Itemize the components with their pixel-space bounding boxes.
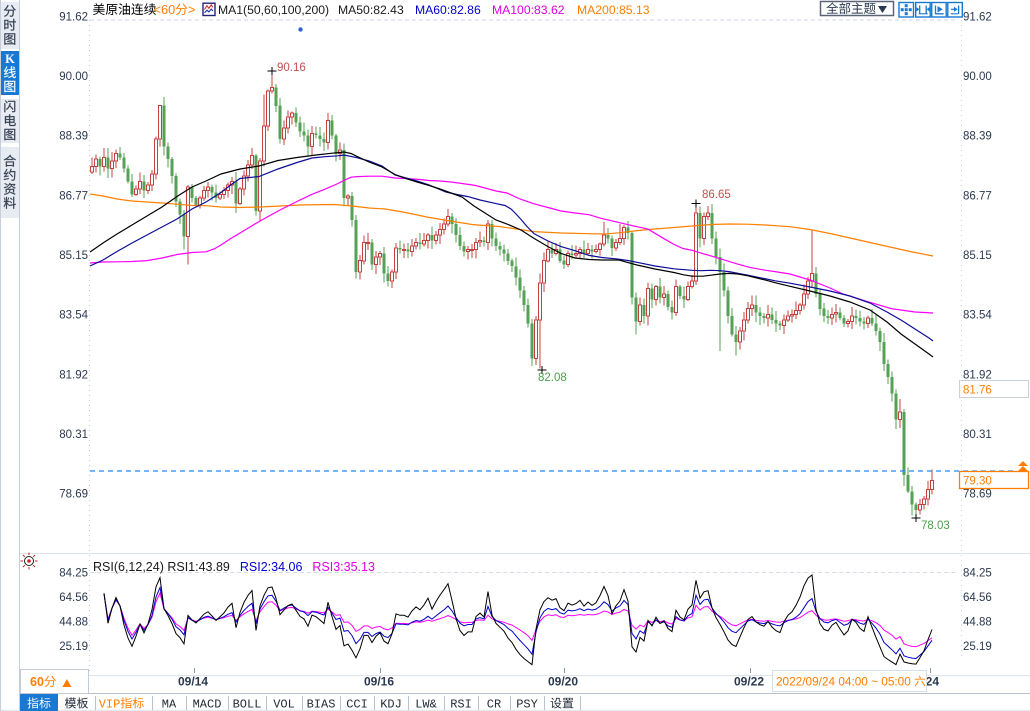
- svg-text:09/14: 09/14: [178, 675, 208, 689]
- svg-text:09/20: 09/20: [548, 675, 578, 689]
- svg-text:91.62: 91.62: [963, 11, 992, 23]
- svg-text:09/16: 09/16: [364, 675, 394, 689]
- svg-text:&: &: [430, 698, 437, 711]
- svg-text:81.92: 81.92: [963, 369, 992, 381]
- svg-text:L: L: [415, 698, 422, 711]
- svg-text:B: B: [307, 698, 314, 711]
- svg-text:81.92: 81.92: [59, 369, 88, 381]
- svg-text:88.39: 88.39: [963, 131, 992, 143]
- svg-text:M: M: [193, 698, 200, 711]
- svg-text:81.76: 81.76: [963, 385, 992, 397]
- svg-text:B: B: [233, 698, 240, 711]
- svg-text:88.39: 88.39: [59, 131, 88, 143]
- svg-text:82.08: 82.08: [538, 372, 567, 384]
- svg-text:S: S: [523, 698, 530, 711]
- svg-text:79.30: 79.30: [963, 476, 992, 488]
- svg-text:C: C: [487, 698, 494, 711]
- svg-text:C: C: [346, 698, 353, 711]
- svg-text:MA100:83.62: MA100:83.62: [492, 3, 565, 17]
- svg-text:RSI2:34.06: RSI2:34.06: [240, 560, 303, 574]
- svg-text:25.19: 25.19: [963, 641, 992, 653]
- svg-text:44.88: 44.88: [963, 616, 992, 628]
- svg-text:K: K: [380, 698, 388, 711]
- svg-text:A: A: [321, 698, 329, 711]
- svg-text:MA200:85.13: MA200:85.13: [577, 3, 650, 17]
- svg-text:D: D: [214, 698, 221, 711]
- svg-text:>: >: [188, 2, 195, 17]
- svg-text:84.25: 84.25: [59, 568, 88, 580]
- svg-text:86.77: 86.77: [963, 190, 992, 202]
- svg-text:RSI3:35.13: RSI3:35.13: [312, 560, 375, 574]
- svg-text:I: I: [314, 698, 321, 711]
- svg-text:L: L: [288, 698, 295, 711]
- svg-text:L: L: [254, 698, 261, 711]
- svg-text:83.54: 83.54: [59, 310, 88, 322]
- svg-text:60: 60: [30, 675, 44, 689]
- svg-text:R: R: [494, 698, 501, 711]
- svg-text:86.65: 86.65: [702, 189, 731, 201]
- svg-text:V: V: [99, 698, 107, 711]
- svg-text:A: A: [200, 698, 208, 711]
- svg-text:W: W: [422, 698, 430, 711]
- svg-text:S: S: [457, 698, 464, 711]
- svg-text:90.00: 90.00: [59, 71, 88, 83]
- svg-text:A: A: [169, 698, 177, 711]
- svg-text:K: K: [5, 52, 15, 66]
- svg-text:C: C: [353, 698, 360, 711]
- svg-text:80.31: 80.31: [59, 429, 88, 441]
- svg-text:90.00: 90.00: [963, 71, 992, 83]
- svg-text:78.69: 78.69: [59, 489, 88, 501]
- svg-text:I: I: [361, 698, 368, 711]
- svg-text:M: M: [162, 698, 169, 711]
- svg-text:09/22: 09/22: [734, 675, 764, 689]
- svg-text:86.77: 86.77: [59, 190, 88, 202]
- svg-text:MA1(50,60,100,200): MA1(50,60,100,200): [218, 3, 329, 17]
- svg-text:MA60:82.86: MA60:82.86: [415, 3, 481, 17]
- svg-text:78.69: 78.69: [963, 489, 992, 501]
- svg-text:80.31: 80.31: [963, 429, 992, 441]
- svg-text:78.03: 78.03: [921, 520, 950, 532]
- svg-text:25.19: 25.19: [59, 641, 88, 653]
- svg-text:83.54: 83.54: [963, 310, 992, 322]
- svg-text:D: D: [387, 698, 394, 711]
- svg-text:S: S: [328, 698, 335, 711]
- svg-text:J: J: [395, 698, 402, 711]
- svg-text:44.88: 44.88: [59, 616, 88, 628]
- svg-text:R: R: [450, 698, 457, 711]
- svg-text:MA50:82.43: MA50:82.43: [338, 3, 404, 17]
- svg-text:85.15: 85.15: [59, 250, 88, 262]
- svg-text:V: V: [273, 698, 281, 711]
- svg-text:O: O: [240, 698, 247, 711]
- svg-text:Y: Y: [531, 698, 538, 711]
- svg-text:91.62: 91.62: [59, 11, 88, 23]
- svg-text:O: O: [280, 698, 287, 711]
- svg-text:90.16: 90.16: [277, 62, 306, 74]
- svg-text:P: P: [113, 698, 120, 711]
- svg-text:64.56: 64.56: [59, 592, 88, 604]
- svg-text:C: C: [207, 698, 214, 711]
- svg-text:<60: <60: [154, 2, 176, 17]
- svg-text:I: I: [465, 698, 472, 711]
- svg-text:P: P: [516, 698, 523, 711]
- svg-text:2022/09/24 04:00 ~ 05:00: 2022/09/24 04:00 ~ 05:00: [776, 675, 911, 689]
- svg-text:84.25: 84.25: [963, 568, 992, 580]
- svg-text:85.15: 85.15: [963, 250, 992, 262]
- svg-text:L: L: [247, 698, 254, 711]
- svg-text:64.56: 64.56: [963, 592, 992, 604]
- svg-text:RSI(6,12,24) RSI1:43.89: RSI(6,12,24) RSI1:43.89: [93, 560, 230, 574]
- svg-text:I: I: [106, 698, 113, 711]
